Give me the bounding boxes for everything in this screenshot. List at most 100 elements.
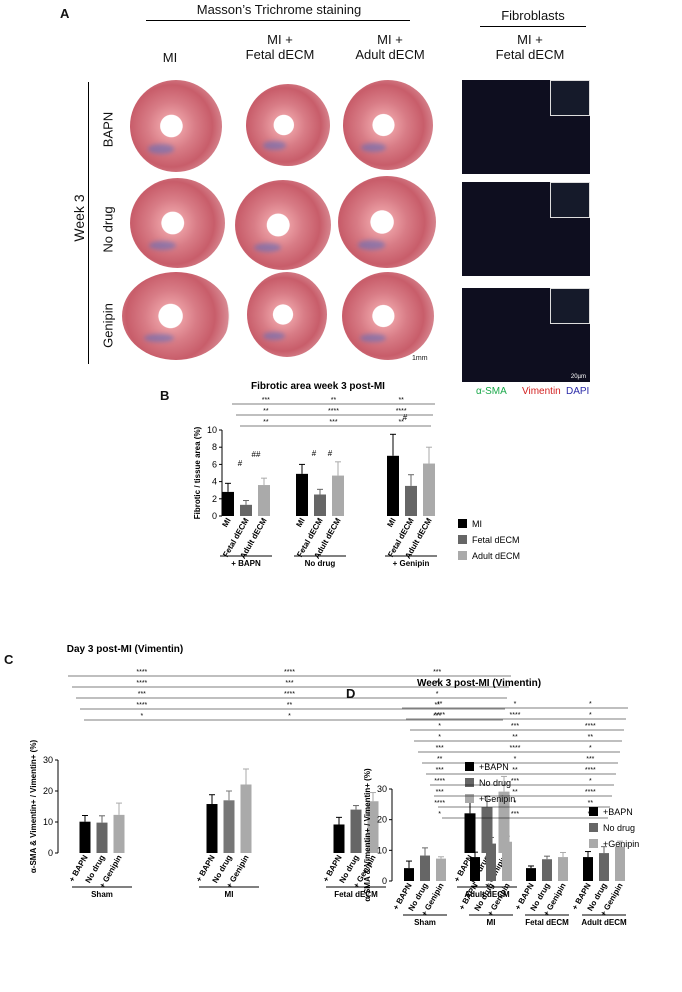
bar (223, 800, 235, 853)
chart-title: Week 3 post-MI (Vimentin) (417, 678, 541, 689)
significance-marker: **** (585, 767, 596, 774)
bar-label: MI (294, 517, 306, 529)
significance-marker: ** (588, 734, 594, 741)
y-tick-label: 0 (48, 848, 53, 858)
y-tick-label: 20 (377, 815, 387, 825)
significance-marker: **** (136, 680, 147, 687)
significance-marker: **** (510, 712, 521, 719)
trichrome-title-rule (146, 20, 410, 21)
bar (258, 485, 270, 516)
significance-marker: **** (434, 778, 445, 785)
col-label-fetal: MI + Fetal dECM (245, 32, 315, 62)
significance-marker: * (140, 713, 143, 720)
week-rule (88, 82, 89, 364)
heart-image (235, 180, 331, 270)
fluorescence-image: 20µm (462, 288, 590, 382)
bar (367, 801, 379, 853)
y-tick-label: 10 (207, 425, 217, 435)
significance-marker: * (589, 778, 592, 785)
bar (583, 857, 593, 881)
chart-title: Fibrotic area week 3 post-MI (251, 381, 385, 392)
significance-marker: *** (436, 745, 444, 752)
significance-marker: ** (588, 811, 594, 818)
significance-marker: * (589, 712, 592, 719)
significance-marker: ** (437, 756, 443, 763)
significance-marker: ** (512, 767, 518, 774)
y-tick-label: 0 (212, 511, 217, 521)
heart-image (247, 272, 327, 357)
legend-label: +Genipin (603, 839, 639, 849)
significance-marker: *** (433, 713, 441, 720)
significance-marker: * (514, 701, 517, 708)
significance-marker: *** (511, 723, 519, 730)
bar (420, 855, 430, 881)
bar (96, 822, 108, 853)
bar (599, 853, 609, 881)
y-axis-label: Fibrotic / tissue area (%) (193, 426, 202, 519)
significance-marker: * (438, 811, 441, 818)
significance-marker: * (589, 701, 592, 708)
bar (296, 473, 308, 516)
significance-marker: *** (586, 756, 594, 763)
bar (206, 804, 218, 853)
significance-marker: **** (328, 408, 339, 415)
significance-marker: * (438, 723, 441, 730)
significance-marker: ** (512, 734, 518, 741)
y-tick-label: 10 (43, 817, 53, 827)
heart-image (246, 84, 330, 166)
significance-marker: * (589, 745, 592, 752)
legend-label: +BAPN (603, 807, 633, 817)
group-label: Sham (91, 890, 113, 899)
bar (240, 784, 252, 853)
legend-label: No drug (479, 778, 511, 788)
bar-label: MI (220, 517, 232, 529)
bar-label: MI (385, 517, 397, 529)
significance-marker: * (438, 734, 441, 741)
stain-label-sma: α-SMA (476, 386, 507, 397)
heart-image (338, 176, 436, 268)
bar (113, 814, 125, 853)
heart-image (130, 178, 225, 268)
group-label: MI (487, 918, 496, 927)
significance-marker: **** (136, 702, 147, 709)
fibroblasts-title-rule (480, 26, 586, 27)
significance-marker: * (436, 680, 439, 687)
significance-marker: * (514, 756, 517, 763)
legend-label: MI (472, 519, 482, 529)
legend-swatch (465, 778, 474, 787)
group-label: Sham (414, 918, 436, 927)
bar (333, 824, 345, 853)
col-label-mi: MI (162, 50, 178, 65)
significance-marker: **** (434, 712, 445, 719)
hash-annotation: # (312, 449, 317, 458)
inset (549, 182, 590, 218)
bar (470, 857, 480, 881)
significance-marker: **** (396, 408, 407, 415)
group-label: + BAPN (231, 559, 261, 568)
y-tick-label: 4 (212, 477, 217, 487)
trichrome-title: Masson’s Trichrome staining (196, 2, 362, 17)
significance-marker: *** (285, 680, 293, 687)
significance-marker: *** (138, 691, 146, 698)
significance-marker: **** (284, 691, 295, 698)
legend-swatch (465, 794, 474, 803)
y-tick-label: 0 (382, 876, 387, 886)
significance-marker: **** (136, 669, 147, 676)
significance-marker: *** (436, 767, 444, 774)
panel-c-letter: C (4, 652, 14, 667)
panel-b-letter: B (160, 388, 170, 403)
significance-marker: ** (588, 800, 594, 807)
group-label: Adult dECM (464, 890, 510, 899)
significance-marker: ** (437, 701, 443, 708)
legend-label: +Genipin (479, 794, 515, 804)
y-tick-label: 8 (212, 442, 217, 452)
legend-swatch (458, 519, 467, 528)
inset (549, 80, 590, 116)
significance-marker: *** (262, 397, 270, 404)
bar (404, 868, 414, 881)
group-label: Fetal dECM (334, 890, 378, 899)
significance-marker: **** (510, 745, 521, 752)
significance-marker: ** (263, 419, 269, 426)
bar (615, 846, 625, 881)
